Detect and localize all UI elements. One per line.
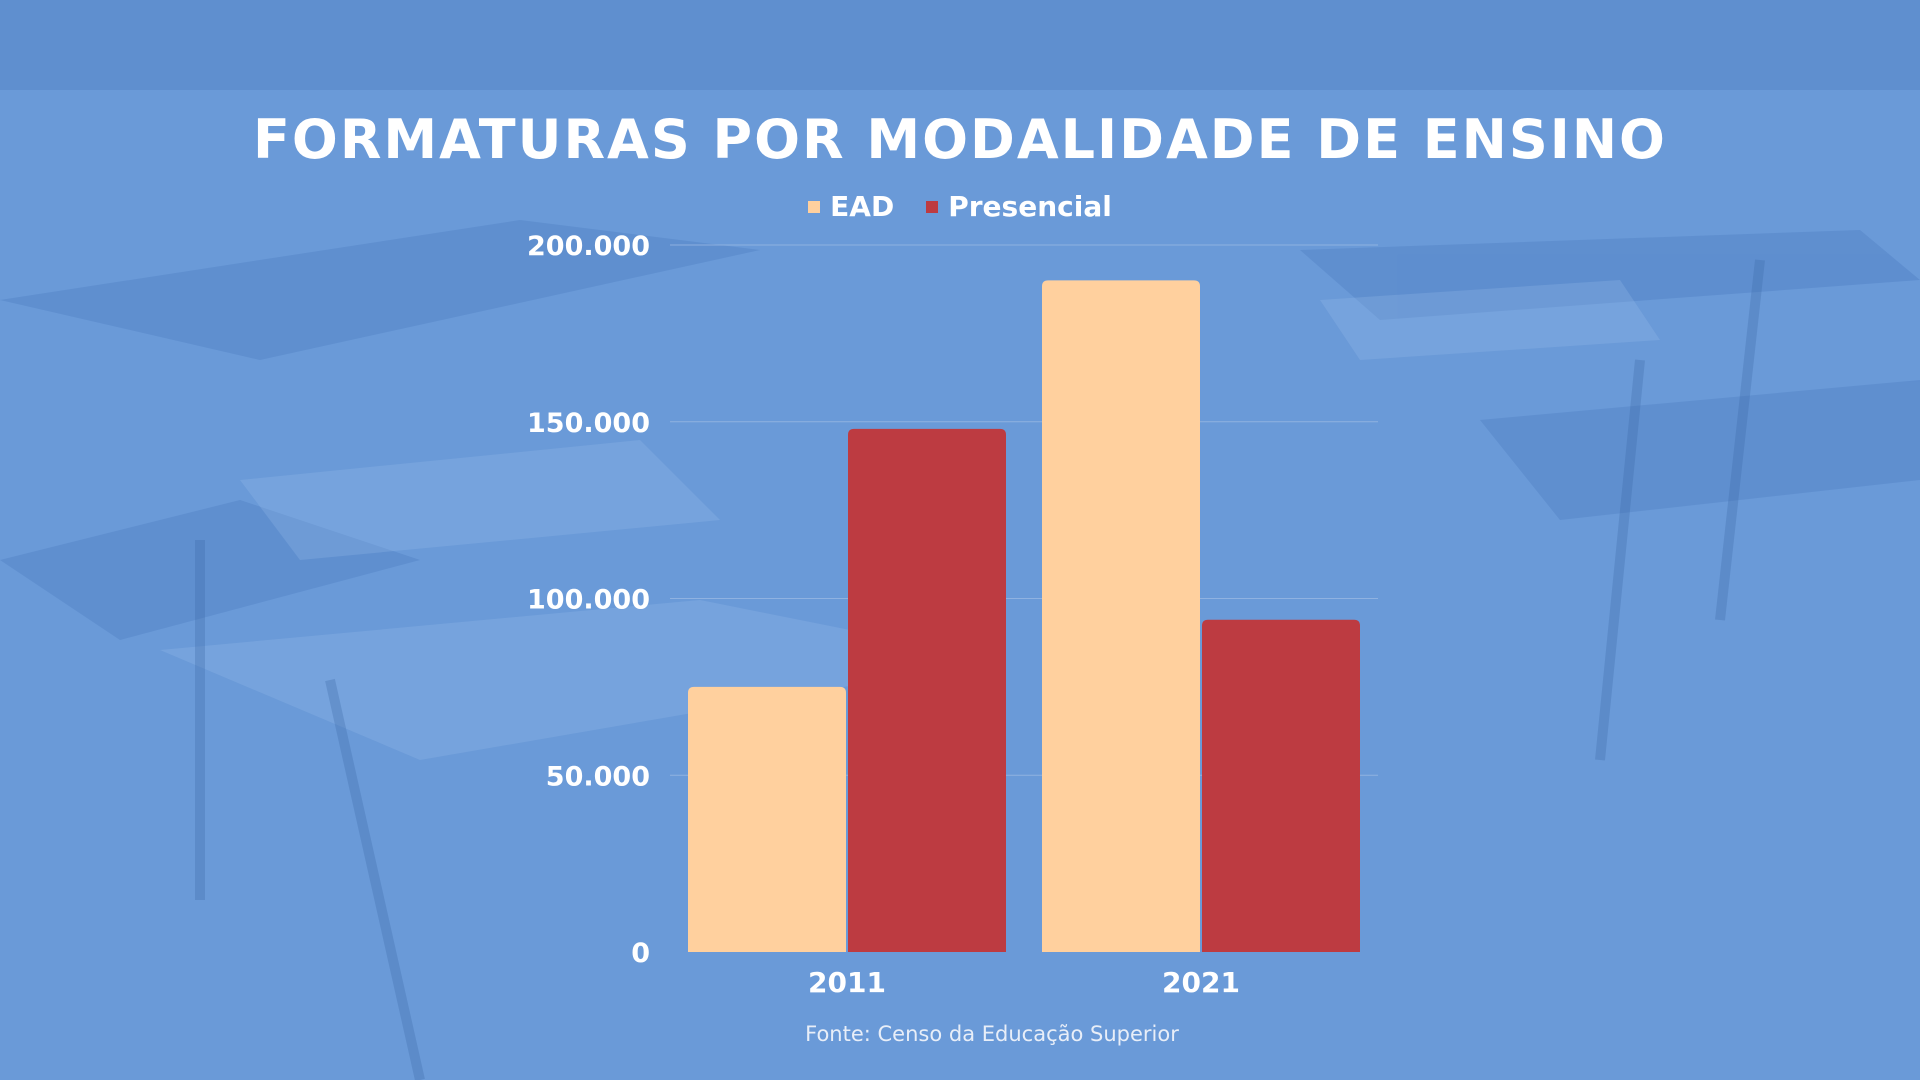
x-tick-label: 2011: [808, 966, 886, 999]
y-tick-label: 100.000: [527, 585, 650, 616]
chart-title: FORMATURAS POR MODALIDADE DE ENSINO: [253, 108, 1667, 171]
bar-ead-2021: [1042, 280, 1200, 953]
legend-swatch-ead: [808, 200, 821, 213]
bar-presencial-2011: [848, 428, 1006, 952]
bar-ead-2011: [688, 686, 846, 952]
y-tick-label: 200.000: [527, 231, 650, 262]
x-tick-label: 2021: [1162, 966, 1240, 999]
legend: EAD Presencial: [0, 190, 1920, 223]
legend-label-presencial: Presencial: [948, 190, 1112, 223]
y-tick-label: 150.000: [527, 408, 650, 439]
source-note: Fonte: Censo da Educação Superior: [805, 1022, 1179, 1046]
y-tick-label: 0: [631, 938, 650, 969]
legend-item-presencial: Presencial: [926, 190, 1112, 223]
y-tick-label: 50.000: [546, 761, 650, 792]
legend-label-ead: EAD: [830, 190, 895, 223]
legend-item-ead: EAD: [808, 190, 894, 223]
bar-presencial-2021: [1202, 619, 1360, 952]
legend-swatch-presencial: [926, 200, 939, 213]
